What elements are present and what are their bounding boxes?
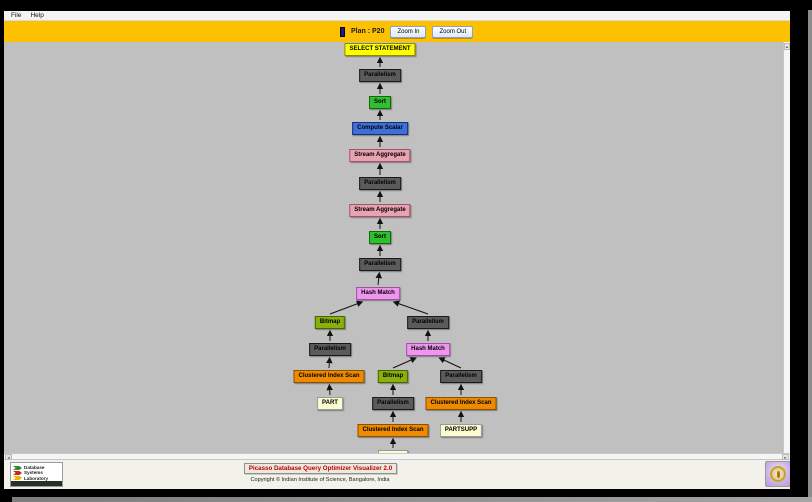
menu-item-file[interactable]: File <box>11 11 22 19</box>
plan-node-parallelism[interactable]: Parallelism <box>359 177 401 190</box>
plan-tree-edges <box>326 56 465 448</box>
plan-node-clustered-index-scan[interactable]: Clustered Index Scan <box>293 370 365 383</box>
dsl-logo-chevrons-icon <box>13 465 22 481</box>
plan-node-bitmap[interactable]: Bitmap <box>314 316 346 329</box>
plan-node-part[interactable]: PART <box>317 397 343 410</box>
toolbar-plan-controls: Plan : P20 Zoom In Zoom Out <box>340 21 474 42</box>
zoom-out-button[interactable]: Zoom Out <box>432 25 474 38</box>
plan-node-hash-match[interactable]: Hash Match <box>406 343 450 356</box>
plan-node-partsupp[interactable]: PARTSUPP <box>439 424 483 437</box>
scroll-left-icon[interactable]: ◄ <box>5 454 12 460</box>
plan-node-stream-aggregate[interactable]: Stream Aggregate <box>349 149 411 162</box>
scroll-right-icon[interactable]: ► <box>782 454 789 460</box>
menu-item-help[interactable]: Help <box>30 11 44 19</box>
plan-node-clustered-index-scan[interactable]: Clustered Index Scan <box>425 397 497 410</box>
vertical-scrollbar[interactable]: ▲ <box>783 42 790 453</box>
plan-node-sort[interactable]: Sort <box>369 231 391 244</box>
dsl-logo-text: Database Systems Laboratory <box>24 465 48 481</box>
zoom-in-button[interactable]: Zoom In <box>390 25 427 38</box>
menu-bar: File Help <box>4 11 790 21</box>
plan-node-bitmap[interactable]: Bitmap <box>377 370 409 383</box>
plan-node-parallelism[interactable]: Parallelism <box>372 397 414 410</box>
app-title: Picasso Database Query Optimizer Visuali… <box>248 465 393 472</box>
plan-node-clustered-index-scan[interactable]: Clustered Index Scan <box>357 424 429 437</box>
plan-node-select-statement[interactable]: SELECT STATEMENT <box>344 43 416 56</box>
plan-tree-diagram: SELECT STATEMENT Parallelism Sort Compute S… <box>4 42 784 453</box>
scroll-up-icon[interactable]: ▲ <box>784 43 790 50</box>
plan-node-parallelism[interactable]: Parallelism <box>359 258 401 271</box>
horizontal-scrollbar[interactable]: ◄ ► <box>4 453 790 460</box>
plan-canvas: SELECT STATEMENT Parallelism Sort Compute S… <box>4 42 790 453</box>
plan-node-parallelism[interactable]: Parallelism <box>309 343 351 356</box>
plan-color-chip <box>340 26 345 37</box>
window-drop-shadow-bottom <box>12 497 812 502</box>
plan-label: Plan : P20 <box>351 28 385 35</box>
window-drop-shadow-right <box>808 10 812 502</box>
plan-node-hash-match[interactable]: Hash Match <box>356 287 400 300</box>
iisc-emblem-icon <box>765 461 790 487</box>
picasso-app-window: File Help Plan : P20 Zoom In Zoom Out SEL <box>4 11 790 489</box>
toolbar: Plan : P20 Zoom In Zoom Out <box>4 21 790 42</box>
dsl-logo-strip <box>11 481 62 486</box>
footer-panel: Database Systems Laboratory Picasso Databa… <box>4 460 790 489</box>
plan-node-stream-aggregate[interactable]: Stream Aggregate <box>349 204 411 217</box>
app-title-box: Picasso Database Query Optimizer Visuali… <box>244 463 397 474</box>
plan-node-parallelism[interactable]: Parallelism <box>407 316 449 329</box>
plan-node-parallelism[interactable]: Parallelism <box>359 69 401 82</box>
copyright-text: Copyright © Indian Institute of Science,… <box>250 477 390 483</box>
dsl-lab-logo: Database Systems Laboratory <box>10 462 63 487</box>
plan-node-partial[interactable] <box>378 450 408 453</box>
plan-node-sort[interactable]: Sort <box>369 96 391 109</box>
plan-node-parallelism[interactable]: Parallelism <box>440 370 482 383</box>
plan-node-compute-scalar[interactable]: Compute Scalar <box>352 122 408 135</box>
